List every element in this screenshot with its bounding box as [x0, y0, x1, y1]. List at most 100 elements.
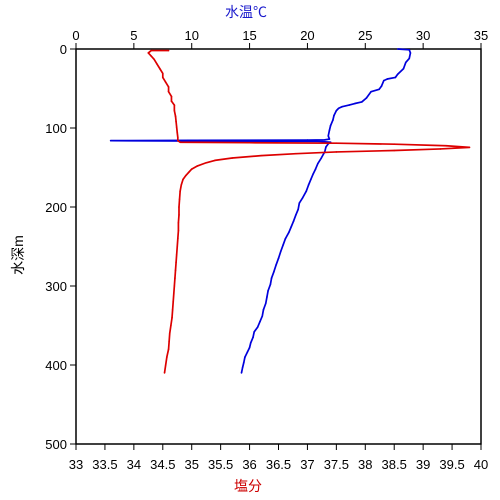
salinity-tick-label: 37	[300, 457, 314, 472]
temperature-data-point	[275, 263, 277, 266]
salinity-data-point	[176, 131, 179, 134]
temperature-data-point	[348, 104, 350, 106]
depth-axis-title: 水深m	[10, 235, 26, 275]
temperature-data-point	[335, 109, 338, 112]
temperature-data-point	[252, 336, 254, 339]
temperature-data-point	[333, 114, 335, 117]
salinity-data-point	[174, 277, 176, 279]
salinity-data-point	[173, 104, 176, 106]
depth-tick-label: 200	[45, 200, 67, 215]
temperature-data-point	[408, 57, 411, 60]
axis-layer: 0 100 200 300 400 500 0 5 10 15 20 25 30 35 33 33.5 34 34…	[45, 28, 488, 472]
salinity-data-point	[159, 67, 161, 70]
temperature-tick-label: 30	[416, 28, 430, 43]
salinity-data-point	[167, 86, 170, 88]
salinity-tick-label: 40	[474, 457, 488, 472]
salinity-tick-label: 36	[242, 457, 256, 472]
salinity-data-point	[335, 151, 338, 153]
salinity-data-point	[150, 49, 153, 52]
temperature-data-point	[267, 289, 269, 292]
temperature-data-point	[244, 356, 246, 358]
temperature-data-point	[314, 168, 317, 170]
salinity-data-point	[393, 143, 396, 145]
temperature-data-point	[383, 79, 385, 82]
salinity-tick-label: 38.5	[382, 457, 407, 472]
salinity-data-point	[231, 157, 234, 159]
temperature-axis-title: 水温℃	[225, 4, 267, 20]
salinity-tick-label: 39	[416, 457, 430, 472]
salinity-data-point	[445, 144, 448, 147]
temperature-data-point	[264, 302, 267, 305]
temperature-data-point	[277, 257, 280, 260]
temperature-data-point	[365, 97, 368, 99]
salinity-data-point	[178, 206, 180, 208]
salinity-data-point	[167, 90, 170, 93]
salinity-data-point	[168, 332, 171, 335]
temperature-tick-label: 0	[72, 28, 79, 43]
temperature-data-point	[249, 342, 252, 344]
salinity-data-point	[177, 139, 179, 142]
temperature-data-point	[378, 88, 380, 91]
salinity-data-point	[156, 63, 158, 65]
salinity-data-point	[164, 81, 167, 83]
temperature-data-point	[295, 214, 297, 216]
salinity-data-point	[179, 190, 181, 192]
salinity-data-point	[295, 152, 297, 155]
salinity-data-point	[171, 308, 174, 311]
salinity-data-point	[171, 316, 173, 319]
temperature-data-point	[341, 105, 343, 108]
depth-tick-label: 300	[45, 279, 67, 294]
salinity-data-point	[174, 115, 177, 117]
temperature-data-point	[386, 78, 389, 80]
temperature-data-point	[256, 326, 259, 328]
temperature-data-point	[380, 85, 383, 87]
temperature-data-point	[270, 277, 273, 279]
salinity-data-point	[179, 141, 181, 144]
depth-tick-label: 500	[45, 437, 67, 452]
temperature-data-point	[292, 220, 295, 223]
salinity-data-point	[177, 229, 180, 232]
salinity-data-point	[164, 364, 167, 366]
salinity-tick-label: 35	[184, 457, 198, 472]
temperature-data-point	[290, 225, 293, 228]
temperature-data-point	[318, 140, 320, 143]
salinity-data-point	[175, 253, 178, 256]
salinity-data-point	[177, 222, 180, 224]
temperature-data-point	[266, 296, 268, 298]
temperature-data-point	[242, 361, 245, 364]
salinity-data-point	[172, 293, 175, 295]
temperature-data-point	[332, 119, 334, 121]
temperature-data-point	[259, 320, 261, 323]
depth-tick-label: 400	[45, 358, 67, 373]
salinity-tick-label: 37.5	[324, 457, 349, 472]
salinity-tick-label: 38	[358, 457, 372, 472]
temperature-data-point	[394, 76, 397, 79]
salinity-data-point	[147, 52, 150, 54]
temperature-data-point	[408, 48, 411, 51]
temperature-data-point	[396, 73, 399, 76]
temperature-data-point	[280, 250, 282, 253]
temperature-data-point	[306, 139, 309, 141]
temperature-data-point	[327, 135, 330, 137]
salinity-data-point	[177, 136, 179, 139]
salinity-data-point	[173, 285, 176, 287]
salinity-tick-label: 34.5	[150, 457, 175, 472]
salinity-tick-label: 39.5	[439, 457, 464, 472]
temperature-data-point	[402, 67, 405, 70]
salinity-data-point	[178, 214, 180, 216]
salinity-data-point	[166, 356, 168, 358]
temperature-series	[109, 48, 412, 374]
temperature-data-point	[190, 140, 193, 142]
temperature-data-point	[302, 196, 304, 199]
temperature-data-point	[273, 270, 275, 273]
temperature-series-line	[109, 48, 412, 374]
salinity-data-point	[167, 49, 170, 52]
salinity-tick-label: 36.5	[266, 457, 291, 472]
salinity-data-point	[439, 148, 442, 150]
salinity-data-point	[153, 58, 155, 61]
temperature-data-point	[337, 107, 340, 110]
salinity-data-point	[175, 261, 177, 264]
salinity-data-point	[161, 76, 164, 79]
